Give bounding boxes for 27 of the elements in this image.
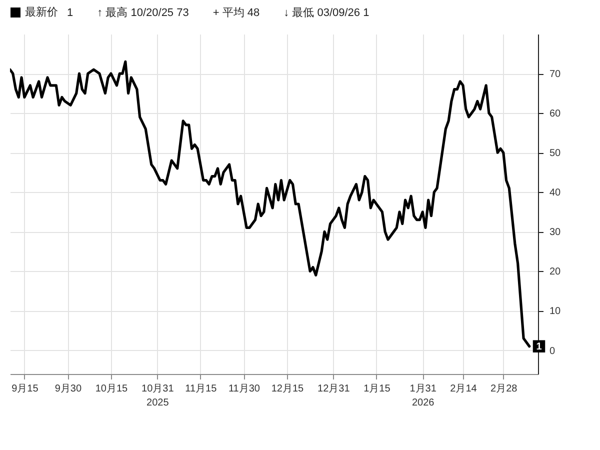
y-tick-label: 70 — [550, 69, 562, 80]
x-tick-label: 10月15 — [95, 384, 128, 394]
y-tick-label: 10 — [550, 306, 562, 318]
data-label: 1 — [536, 341, 542, 352]
y-tick-label: 20 — [550, 266, 562, 278]
legend-label: 最新价 — [25, 6, 58, 18]
x-tick-label: 1月15 — [364, 384, 391, 394]
x-tick-label: 12月15 — [271, 384, 304, 394]
x-tick-label: 2月14 — [450, 384, 478, 394]
y-tick-label: 0 — [550, 346, 556, 357]
text: + 平均 48 — [212, 7, 260, 19]
y-tick-label: 60 — [550, 108, 562, 120]
y-tick-label: 30 — [550, 227, 562, 238]
y-tick-label: 50 — [550, 148, 562, 160]
x-tick-label: 1月31 2026 — [410, 384, 437, 408]
x-tick-label: 11月30 — [228, 384, 260, 394]
text: 1 — [67, 7, 74, 19]
x-tick-label: 9月30 — [54, 384, 82, 394]
y-tick-label: 40 — [550, 188, 562, 199]
text: ↑ 最高 10/20/25 73 — [97, 6, 189, 19]
text: ↓ 最低 03/09/26 1 — [284, 7, 370, 19]
line-series — [10, 60, 531, 348]
x-tick-label: 2月28 — [490, 384, 518, 394]
x-tick-label: 9月15 — [12, 384, 39, 394]
x-tick-label: 10月31 2025 — [142, 384, 174, 408]
x-tick-label: 11月15 — [185, 384, 218, 394]
x-tick-label: 12月31 — [318, 384, 350, 394]
